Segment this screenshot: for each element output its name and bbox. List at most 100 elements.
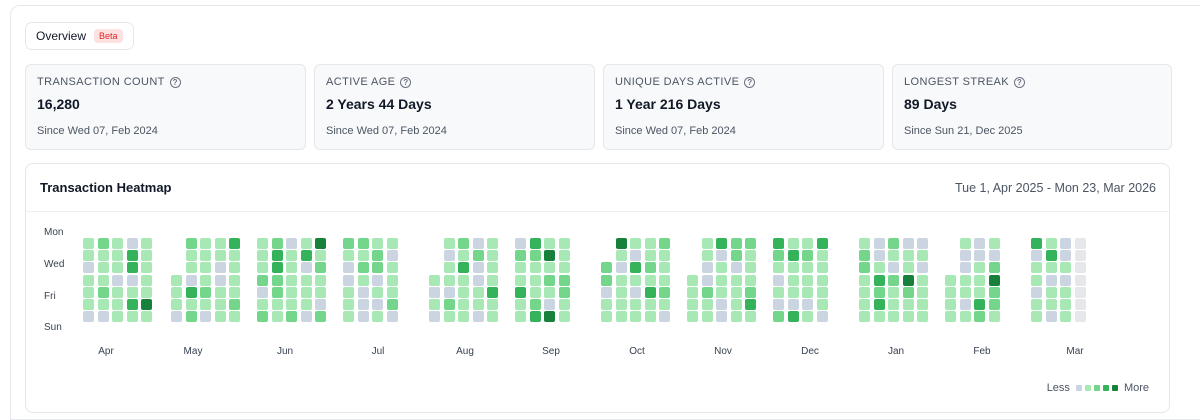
heatmap-cell[interactable] [888, 274, 900, 286]
heatmap-cell[interactable] [271, 238, 283, 249]
heatmap-cell[interactable] [873, 238, 885, 249]
heatmap-cell[interactable] [687, 311, 698, 323]
heatmap-cell[interactable] [515, 250, 526, 262]
heatmap-cell[interactable] [701, 299, 713, 310]
heatmap-cell[interactable] [988, 299, 1000, 310]
heatmap-cell[interactable] [458, 250, 470, 262]
heatmap-cell[interactable] [902, 299, 914, 310]
heatmap-cell[interactable] [315, 238, 327, 249]
heatmap-cell[interactable] [97, 274, 109, 286]
heatmap-cell[interactable] [515, 286, 526, 298]
heatmap-cell[interactable] [945, 311, 956, 323]
heatmap-cell[interactable] [200, 311, 212, 323]
heatmap-cell[interactable] [443, 250, 455, 262]
heatmap-cell[interactable] [97, 250, 109, 262]
heatmap-cell[interactable] [816, 238, 828, 249]
heatmap-cell[interactable] [214, 250, 226, 262]
heatmap-cell[interactable] [83, 274, 94, 286]
heatmap-cell[interactable] [185, 238, 197, 249]
heatmap-cell[interactable] [472, 262, 484, 274]
heatmap-cell[interactable] [141, 299, 153, 310]
heatmap-cell[interactable] [1031, 238, 1042, 249]
heatmap-cell[interactable] [974, 238, 986, 249]
heatmap-cell[interactable] [257, 311, 268, 323]
heatmap-cell[interactable] [630, 286, 642, 298]
heatmap-cell[interactable] [959, 311, 971, 323]
heatmap-cell[interactable] [1074, 274, 1086, 286]
heatmap-cell[interactable] [873, 299, 885, 310]
heatmap-cell[interactable] [558, 262, 570, 274]
heatmap-cell[interactable] [343, 274, 354, 286]
heatmap-cell[interactable] [300, 311, 312, 323]
heatmap-cell[interactable] [1045, 286, 1057, 298]
heatmap-cell[interactable] [126, 286, 138, 298]
heatmap-cell[interactable] [558, 274, 570, 286]
heatmap-cell[interactable] [515, 274, 526, 286]
heatmap-cell[interactable] [917, 238, 929, 249]
heatmap-cell[interactable] [515, 238, 526, 249]
heatmap-cell[interactable] [859, 311, 870, 323]
heatmap-cell[interactable] [659, 238, 671, 249]
heatmap-cell[interactable] [386, 299, 398, 310]
heatmap-cell[interactable] [515, 311, 526, 323]
help-icon[interactable]: ? [169, 76, 181, 88]
heatmap-cell[interactable] [429, 274, 440, 286]
heatmap-cell[interactable] [257, 238, 268, 249]
heatmap-cell[interactable] [141, 311, 153, 323]
heatmap-cell[interactable] [487, 250, 499, 262]
heatmap-cell[interactable] [816, 250, 828, 262]
heatmap-cell[interactable] [386, 262, 398, 274]
heatmap-cell[interactable] [1074, 286, 1086, 298]
heatmap-cell[interactable] [1074, 299, 1086, 310]
heatmap-cell[interactable] [372, 262, 384, 274]
heatmap-cell[interactable] [687, 274, 698, 286]
heatmap-cell[interactable] [472, 250, 484, 262]
heatmap-cell[interactable] [300, 274, 312, 286]
heatmap-cell[interactable] [888, 311, 900, 323]
heatmap-cell[interactable] [787, 262, 799, 274]
heatmap-cell[interactable] [386, 250, 398, 262]
heatmap-cell[interactable] [787, 299, 799, 310]
heatmap-cell[interactable] [659, 311, 671, 323]
heatmap-cell[interactable] [659, 262, 671, 274]
heatmap-cell[interactable] [229, 299, 241, 310]
heatmap-cell[interactable] [357, 311, 369, 323]
heatmap-cell[interactable] [97, 262, 109, 274]
heatmap-cell[interactable] [343, 262, 354, 274]
heatmap-cell[interactable] [816, 274, 828, 286]
heatmap-cell[interactable] [300, 238, 312, 249]
heatmap-cell[interactable] [372, 238, 384, 249]
heatmap-cell[interactable] [659, 299, 671, 310]
heatmap-cell[interactable] [802, 299, 814, 310]
heatmap-cell[interactable] [1060, 262, 1072, 274]
heatmap-cell[interactable] [141, 238, 153, 249]
heatmap-cell[interactable] [185, 286, 197, 298]
heatmap-cell[interactable] [959, 299, 971, 310]
heatmap-cell[interactable] [357, 238, 369, 249]
heatmap-cell[interactable] [126, 299, 138, 310]
heatmap-cell[interactable] [988, 238, 1000, 249]
heatmap-cell[interactable] [544, 299, 556, 310]
heatmap-cell[interactable] [97, 299, 109, 310]
heatmap-cell[interactable] [802, 274, 814, 286]
heatmap-cell[interactable] [802, 238, 814, 249]
heatmap-cell[interactable] [112, 299, 124, 310]
heatmap-cell[interactable] [630, 250, 642, 262]
heatmap-cell[interactable] [644, 262, 656, 274]
heatmap-cell[interactable] [544, 238, 556, 249]
heatmap-cell[interactable] [214, 262, 226, 274]
heatmap-cell[interactable] [443, 274, 455, 286]
heatmap-cell[interactable] [83, 238, 94, 249]
heatmap-cell[interactable] [1074, 262, 1086, 274]
heatmap-cell[interactable] [529, 274, 541, 286]
heatmap-cell[interactable] [601, 286, 612, 298]
heatmap-cell[interactable] [974, 286, 986, 298]
heatmap-cell[interactable] [1045, 311, 1057, 323]
heatmap-cell[interactable] [286, 274, 298, 286]
heatmap-cell[interactable] [730, 250, 742, 262]
heatmap-cell[interactable] [229, 286, 241, 298]
heatmap-cell[interactable] [1060, 286, 1072, 298]
heatmap-cell[interactable] [271, 299, 283, 310]
heatmap-cell[interactable] [558, 238, 570, 249]
heatmap-cell[interactable] [888, 238, 900, 249]
